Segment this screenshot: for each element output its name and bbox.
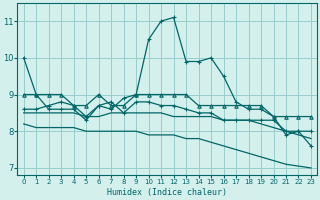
X-axis label: Humidex (Indice chaleur): Humidex (Indice chaleur): [107, 188, 227, 197]
